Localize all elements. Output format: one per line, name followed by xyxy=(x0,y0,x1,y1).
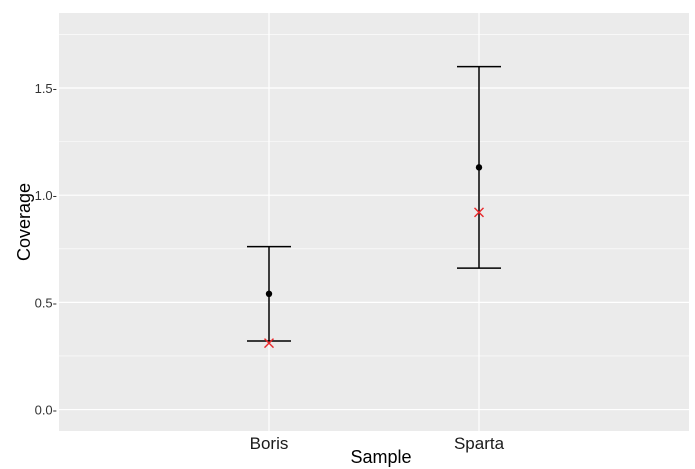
x-axis-ticks: Boris Sparta xyxy=(250,434,505,453)
cross-stroke xyxy=(474,207,484,218)
plot-panel xyxy=(59,13,689,431)
y-axis-ticks: 0.0- 0.5- 1.0- 1.5- xyxy=(35,81,57,418)
major-gridlines xyxy=(59,13,689,431)
y-tick-label: 0.5- xyxy=(35,295,57,310)
cross-stroke xyxy=(264,338,274,349)
x-axis-title: Sample xyxy=(350,447,411,467)
cross-point xyxy=(474,207,484,218)
y-tick-label: 0.0- xyxy=(35,403,57,418)
y-axis-title: Coverage xyxy=(14,183,34,261)
minor-gridlines xyxy=(59,34,689,357)
cross-point xyxy=(264,338,274,349)
y-tick-label: 1.0- xyxy=(35,188,57,203)
mean-point xyxy=(265,290,273,298)
x-tick-label: Sparta xyxy=(454,434,505,453)
data-points xyxy=(264,164,484,349)
y-tick-label: 1.5- xyxy=(35,81,57,96)
mean-point xyxy=(475,164,483,171)
x-tick-label: Boris xyxy=(250,434,289,453)
